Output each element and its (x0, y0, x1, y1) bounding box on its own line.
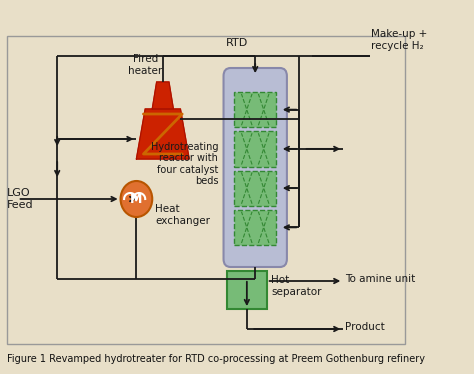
Text: Fired
heater: Fired heater (128, 54, 162, 76)
Bar (7, 36, 405, 344)
Text: LGO
Feed: LGO Feed (7, 188, 34, 210)
Bar (234, 92, 276, 127)
Text: Product: Product (345, 322, 385, 332)
Text: To amine unit: To amine unit (345, 274, 415, 284)
Circle shape (120, 181, 152, 217)
Bar (234, 210, 276, 245)
Text: Hydrotreating
reactor with
four catalyst
beds: Hydrotreating reactor with four catalyst… (151, 142, 218, 186)
Bar (234, 131, 276, 166)
Bar (234, 171, 276, 206)
Text: Make-up +
recycle H₂: Make-up + recycle H₂ (372, 30, 428, 51)
FancyBboxPatch shape (224, 68, 287, 267)
Text: Figure 1 Revamped hydrotreater for RTD co-processing at Preem Gothenburg refiner: Figure 1 Revamped hydrotreater for RTD c… (7, 354, 425, 364)
Text: Heat
exchanger: Heat exchanger (155, 204, 210, 226)
Text: Hot
separator: Hot separator (271, 275, 321, 297)
Text: RTD: RTD (226, 38, 248, 48)
Polygon shape (137, 109, 189, 159)
Bar (227, 271, 267, 309)
Text: M: M (130, 193, 143, 205)
Polygon shape (152, 82, 173, 109)
